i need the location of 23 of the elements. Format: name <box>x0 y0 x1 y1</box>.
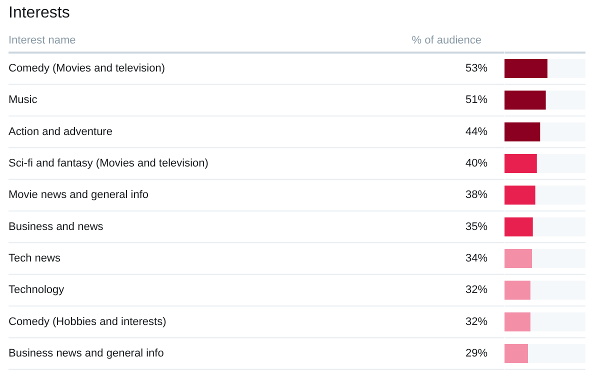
data-label: 44% <box>465 126 488 138</box>
data-label: 51% <box>465 94 488 106</box>
y-tick-label: Comedy (Hobbies and interests) <box>8 316 166 328</box>
data-label: 32% <box>465 284 488 296</box>
x-axis-title: % of audience <box>412 34 482 47</box>
y-tick-label: Technology <box>8 284 65 296</box>
y-tick-label: Action and adventure <box>8 126 112 138</box>
data-label: 40% <box>465 158 488 170</box>
y-tick-label: Music <box>8 94 38 106</box>
y-axis-title: Interest name <box>8 34 76 47</box>
y-tick-label: Business and news <box>8 220 104 233</box>
data-label: 38% <box>465 189 488 202</box>
y-tick-label: Comedy (Movies and television) <box>8 62 166 74</box>
y-tick-label: Sci-fi and fantasy (Movies and television) <box>8 158 208 170</box>
text: Interests <box>8 4 70 22</box>
data-label: 34% <box>465 252 488 265</box>
y-tick-label: Movie news and general info <box>8 189 149 202</box>
y-tick-label: Business news and general info <box>8 348 164 360</box>
y-tick-label: Tech news <box>8 252 61 265</box>
data-label: 53% <box>465 62 488 74</box>
data-label: 32% <box>465 316 488 328</box>
data-label: 29% <box>465 348 488 360</box>
data-label: 35% <box>465 220 488 233</box>
